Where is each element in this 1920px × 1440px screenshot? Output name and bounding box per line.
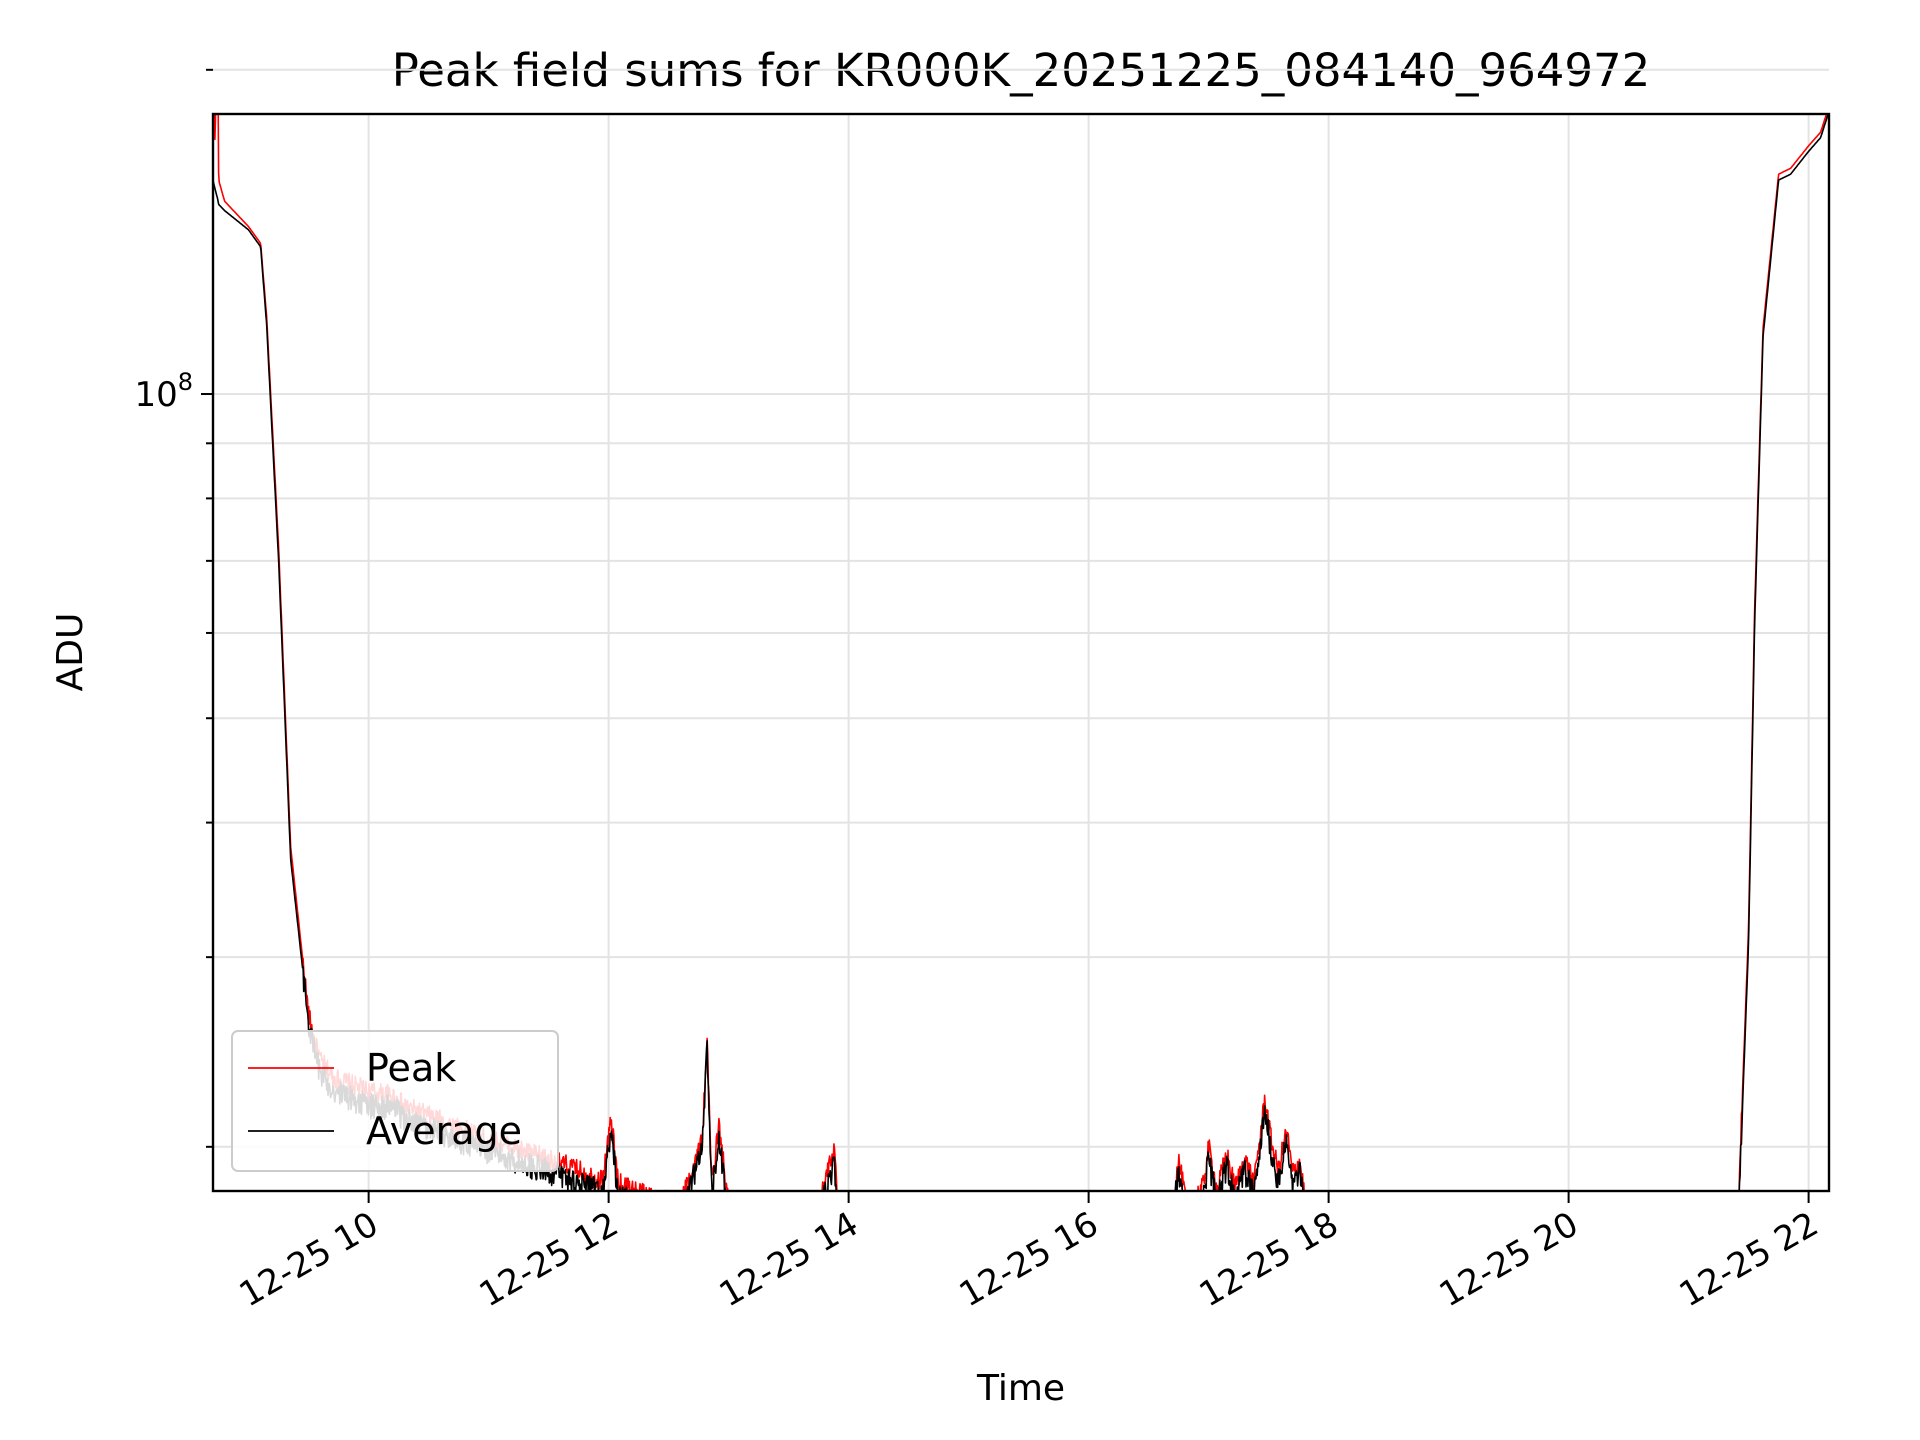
x-axis-label: Time <box>976 1368 1065 1409</box>
legend-label-peak: Peak <box>366 1046 456 1090</box>
legend: Peak Average <box>231 1030 559 1172</box>
plot-frame <box>211 112 1831 1193</box>
y-axis-label: ADU <box>50 613 91 692</box>
legend-label-average: Average <box>366 1109 522 1153</box>
y-tick-label: 108 <box>134 368 193 415</box>
legend-box <box>231 1030 559 1172</box>
